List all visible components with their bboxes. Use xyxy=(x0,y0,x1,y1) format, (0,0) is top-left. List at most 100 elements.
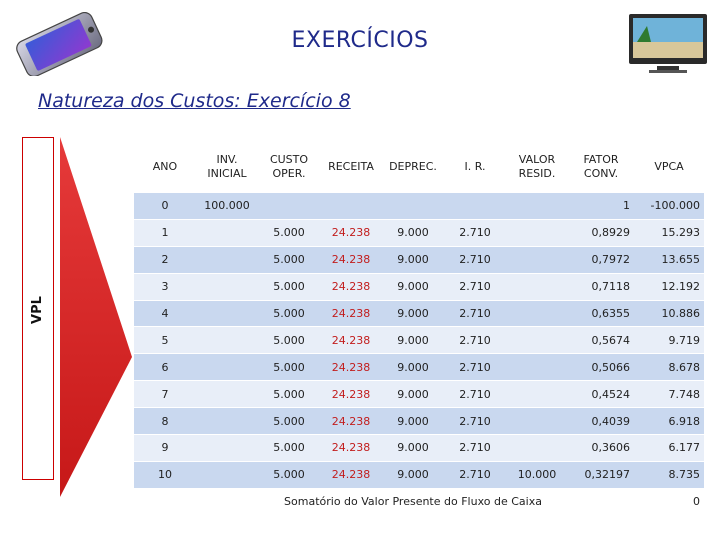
cell-deprec: 9.000 xyxy=(382,461,444,489)
cell-ir: 2.710 xyxy=(444,407,506,436)
cell-fator-conv: 0,4039 xyxy=(568,407,634,436)
table-row: 0 100.000 1 -100.000 xyxy=(134,193,704,220)
header-receita: RECEITA xyxy=(320,141,382,193)
cell-fator-conv: 0,32197 xyxy=(568,461,634,489)
footer-spacer-2 xyxy=(568,488,634,514)
cell-deprec: 9.000 xyxy=(382,273,444,301)
cell-receita: 24.238 xyxy=(320,407,382,436)
cell-ir: 2.710 xyxy=(444,461,506,489)
cell-ano: 7 xyxy=(134,380,196,409)
cell-receita: 24.238 xyxy=(320,353,382,382)
cell-ir: 2.710 xyxy=(444,353,506,382)
cell-custo-oper: 5.000 xyxy=(258,353,320,382)
header-ir: I. R. xyxy=(444,141,506,193)
cell-valor-resid xyxy=(506,326,568,355)
cell-vpca: 6.177 xyxy=(634,434,704,462)
cell-vpca: 8.678 xyxy=(634,353,704,382)
cell-receita: 24.238 xyxy=(320,300,382,328)
cell-custo-oper xyxy=(258,193,320,220)
cell-vpca: 10.886 xyxy=(634,300,704,328)
cell-custo-oper: 5.000 xyxy=(258,300,320,328)
page-subtitle: Natureza dos Custos: Exercício 8 xyxy=(38,90,351,112)
table-row: 4 5.000 24.238 9.000 2.710 0,6355 10.886 xyxy=(134,300,704,328)
cell-valor-resid xyxy=(506,219,568,247)
cell-custo-oper: 5.000 xyxy=(258,434,320,462)
cell-inv-inicial xyxy=(196,219,258,247)
footer-label: Somatório do Valor Presente do Fluxo de … xyxy=(284,495,542,509)
cell-inv-inicial xyxy=(196,380,258,409)
cell-valor-resid xyxy=(506,193,568,220)
cell-deprec: 9.000 xyxy=(382,407,444,436)
table-footer-row: Somatório do Valor Presente do Fluxo de … xyxy=(134,488,704,514)
cell-ano: 0 xyxy=(134,193,196,220)
cell-ano: 9 xyxy=(134,434,196,462)
cell-deprec: 9.000 xyxy=(382,353,444,382)
cell-receita: 24.238 xyxy=(320,246,382,274)
cell-custo-oper: 5.000 xyxy=(258,246,320,274)
cell-receita: 24.238 xyxy=(320,461,382,489)
cell-inv-inicial xyxy=(196,407,258,436)
cell-inv-inicial xyxy=(196,353,258,382)
table-row: 2 5.000 24.238 9.000 2.710 0,7972 13.655 xyxy=(134,246,704,274)
footer-spacer xyxy=(134,488,258,514)
cell-ir: 2.710 xyxy=(444,380,506,409)
cell-ano: 8 xyxy=(134,407,196,436)
cell-deprec: 9.000 xyxy=(382,380,444,409)
cell-vpca: 7.748 xyxy=(634,380,704,409)
cell-custo-oper: 5.000 xyxy=(258,273,320,301)
cell-ano: 6 xyxy=(134,353,196,382)
table-row: 6 5.000 24.238 9.000 2.710 0,5066 8.678 xyxy=(134,353,704,382)
cell-custo-oper: 5.000 xyxy=(258,326,320,355)
cell-ir: 2.710 xyxy=(444,246,506,274)
cell-fator-conv: 0,7118 xyxy=(568,273,634,301)
cell-ir: 2.710 xyxy=(444,326,506,355)
cell-vpca: -100.000 xyxy=(634,193,704,220)
cell-deprec: 9.000 xyxy=(382,434,444,462)
vpl-bar xyxy=(22,137,54,480)
page-title: EXERCÍCIOS xyxy=(291,28,429,53)
cell-ir: 2.710 xyxy=(444,300,506,328)
cell-valor-resid xyxy=(506,353,568,382)
smartphone-icon xyxy=(16,12,103,76)
cell-valor-resid xyxy=(506,246,568,274)
cell-ano: 10 xyxy=(134,461,196,489)
table-row: 9 5.000 24.238 9.000 2.710 0,3606 6.177 xyxy=(134,434,704,462)
cell-fator-conv: 0,3606 xyxy=(568,434,634,462)
cell-fator-conv: 0,6355 xyxy=(568,300,634,328)
cell-ir: 2.710 xyxy=(444,219,506,247)
footer-value: 0 xyxy=(693,495,700,509)
cell-inv-inicial xyxy=(196,326,258,355)
vpl-label: VPL xyxy=(30,296,45,324)
cash-flow-table: ANO INV. INICIAL CUSTO OPER. RECEITA DEPREC.… xyxy=(134,141,704,515)
cell-fator-conv: 0,5674 xyxy=(568,326,634,355)
cell-ir xyxy=(444,193,506,220)
cell-fator-conv: 1 xyxy=(568,193,634,220)
cell-receita: 24.238 xyxy=(320,326,382,355)
header-custo-oper: CUSTO OPER. xyxy=(258,141,320,193)
cell-fator-conv: 0,5066 xyxy=(568,353,634,382)
cell-valor-resid: 10.000 xyxy=(506,461,568,489)
cell-valor-resid xyxy=(506,273,568,301)
table-row: 5 5.000 24.238 9.000 2.710 0,5674 9.719 xyxy=(134,326,704,355)
cell-deprec: 9.000 xyxy=(382,219,444,247)
header-fator-conv: FATOR CONV. xyxy=(568,141,634,193)
cell-ano: 5 xyxy=(134,326,196,355)
cell-vpca: 13.655 xyxy=(634,246,704,274)
cell-inv-inicial xyxy=(196,246,258,274)
cell-ano: 4 xyxy=(134,300,196,328)
cell-ir: 2.710 xyxy=(444,273,506,301)
table-row: 10 5.000 24.238 9.000 2.710 10.000 0,32197 8.73… xyxy=(134,461,704,489)
cell-ir: 2.710 xyxy=(444,434,506,462)
cell-fator-conv: 0,8929 xyxy=(568,219,634,247)
table-row: 3 5.000 24.238 9.000 2.710 0,7118 12.192 xyxy=(134,273,704,301)
header-valor-resid: VALOR RESID. xyxy=(506,141,568,193)
cell-vpca: 15.293 xyxy=(634,219,704,247)
cell-receita xyxy=(320,193,382,220)
cell-deprec xyxy=(382,193,444,220)
cell-fator-conv: 0,7972 xyxy=(568,246,634,274)
cell-ano: 1 xyxy=(134,219,196,247)
cell-valor-resid xyxy=(506,380,568,409)
cell-deprec: 9.000 xyxy=(382,300,444,328)
header-vpca: VPCA xyxy=(634,141,704,193)
cell-vpca: 6.918 xyxy=(634,407,704,436)
